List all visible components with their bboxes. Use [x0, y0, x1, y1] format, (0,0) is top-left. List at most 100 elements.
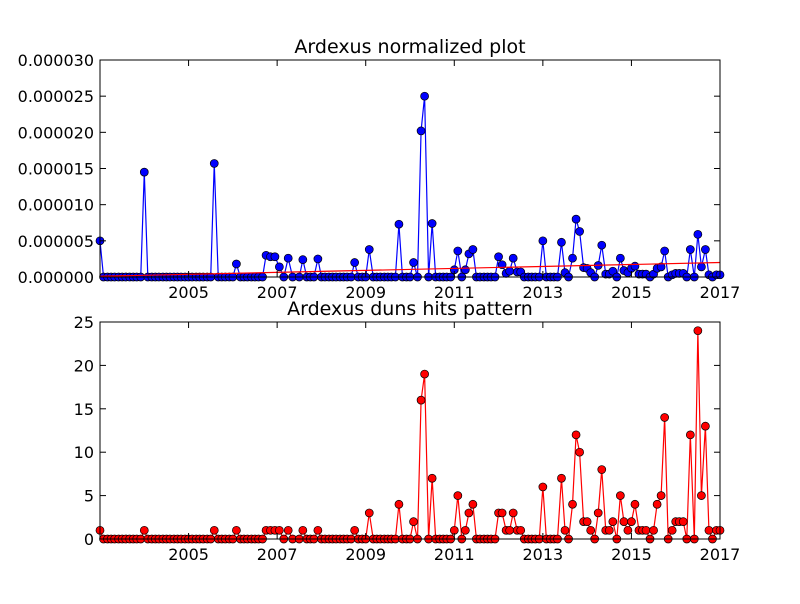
chart-1-series-1-point-140 [616, 253, 625, 263]
chart-1-y-tick-label-2: 0.000005 [18, 232, 94, 251]
chart-1-series-1-point-54 [298, 255, 308, 264]
chart-2-series-1-point-142 [623, 525, 633, 535]
chart-1-series-1-point-124 [557, 237, 566, 247]
chart-2-series-1-point-111 [508, 508, 518, 518]
chart-2-frame [99, 321, 721, 540]
chart-1-series-1-point-51 [283, 253, 293, 263]
chart-2-series-1-point-144 [630, 499, 640, 509]
chart-1-series-1-point-152 [660, 246, 669, 256]
chart-2-series-1-point-89 [427, 473, 437, 483]
chart-1-y-tick-label-6: 0.000025 [18, 87, 94, 106]
chart-1-series-1-point-159 [685, 245, 695, 254]
chart-1-x-tick-label-7: 2017 [700, 283, 741, 302]
chart-1-series-1-point-108 [497, 260, 507, 270]
chart-2-series-1-point-96 [453, 491, 463, 500]
chart-2-series-1-point-147 [641, 525, 651, 535]
chart-2-series-1-point-137 [604, 525, 614, 535]
chart-2-x-tick-label-6: 2015 [611, 545, 652, 564]
chart-1-y-tick-label-5: 0.000020 [18, 123, 94, 142]
chart-1-series-1-point-129 [575, 227, 584, 236]
chart-2-y-tick-label-2: 5 [84, 487, 94, 506]
chart-2-x-tick-label-2: 2007 [257, 545, 298, 564]
chart-2-y-tick-label-5: 20 [74, 356, 94, 375]
chart-2-series-1-point-163 [701, 421, 710, 431]
chart-2-series-1-point-86 [416, 395, 426, 405]
chart-1-series-1-point-49 [275, 262, 284, 272]
chart-1-series-1-point-80 [394, 219, 404, 229]
chart-1-x-tick-label-1: 2005 [168, 283, 209, 302]
chart-2-series-1-point-129 [575, 447, 584, 457]
chart-1-series-1-point-162 [697, 262, 706, 272]
chart-2-series-1-point-154 [667, 525, 677, 535]
chart-2-series-1-point-13 [139, 525, 149, 535]
chart-2-series-1-point-125 [560, 525, 570, 535]
chart-1-y-tick-label-4: 0.000015 [18, 160, 94, 179]
chart-1-series-1-point-128 [571, 214, 581, 224]
chart-2-series-1-point-151 [656, 491, 666, 500]
chart-1-series-1-point-151 [656, 262, 666, 272]
chart-2-series-1-point-54 [298, 525, 308, 535]
chart-2-series-1-point-72 [364, 508, 374, 518]
chart-2-y-tick-label-6: 25 [74, 313, 94, 332]
chart-2-series-1-point-132 [586, 525, 596, 535]
chart-2-series-1-point-80 [394, 499, 404, 509]
chart-2-series-1-point-100 [468, 499, 478, 509]
chart-2-series-1-point-124 [557, 473, 566, 483]
chart-2-series-1-point-140 [616, 491, 625, 500]
chart-2-series-1-point-99 [464, 508, 474, 518]
chart-1-series-1-point-48 [270, 252, 280, 262]
chart-2-series-1-point-84 [409, 517, 418, 526]
chart-1-x-tick-label-6: 2015 [611, 283, 652, 302]
chart-1-series-1-point-89 [427, 219, 437, 228]
chart-1-x-tick-label-5: 2013 [522, 283, 563, 302]
chart-1-x-tick-label-3: 2009 [345, 283, 386, 302]
chart-2-series-1-point-135 [597, 465, 607, 474]
chart-2-y-tick-label-3: 10 [74, 443, 94, 462]
chart-1-series-1-point-84 [409, 258, 418, 267]
chart-2-series-1-point-49 [275, 525, 284, 535]
chart-1-axes: 2005 2007 2009 2011 2013 2015 2017 0.000000 0.00… [18, 36, 741, 302]
chart-2-x-tick-label-4: 2011 [434, 545, 475, 564]
chart-1-series-2-line [99, 261, 721, 277]
chart-2-series-1-point-141 [619, 517, 629, 526]
chart-2-series-1-point-87 [420, 369, 429, 379]
chart-2-series-1-point-161 [693, 326, 703, 336]
chart-1-series-1-point-68 [350, 258, 359, 267]
chart-1-x-tick-label-2: 2007 [257, 283, 298, 302]
chart-2-series-1-point-128 [571, 430, 581, 440]
chart-1-series-1-point-107 [494, 252, 503, 262]
chart-2-series-1-point-157 [678, 517, 688, 526]
chart-1-series-1-point-96 [453, 246, 463, 256]
chart-1-series-1-point-32 [209, 159, 219, 168]
chart-2-series-1-point-131 [582, 517, 592, 526]
chart-1-series-1-point-144 [630, 261, 640, 271]
chart-2-series-1-point-51 [283, 525, 293, 535]
chart-2-series-1-point-134 [593, 508, 603, 518]
chart-2-series-1-point-68 [350, 525, 359, 535]
chart-2-x-tick-label-1: 2005 [168, 545, 209, 564]
chart-1-y-tick-label-3: 0.000010 [18, 196, 94, 215]
chart-1-y-tick-label-7: 0.000030 [18, 51, 94, 70]
chart-1-series-1-point-110 [505, 266, 514, 276]
chart-1-title: Ardexus normalized plot [294, 36, 525, 58]
chart-2-series-1-point-143 [627, 517, 636, 526]
chart-2-series-1-point-150 [652, 499, 662, 509]
chart-2-axes: 2005 2007 2009 2011 2013 2015 2017 0 5 10 15 20 25 Ar… [74, 298, 741, 564]
chart-1-series-1-point-86 [416, 126, 426, 136]
chart-2-x-tick-label-7: 2017 [700, 545, 741, 564]
chart-1-y-tick-label-1: 0.000000 [18, 268, 94, 287]
chart-2-series-1-point-32 [209, 525, 219, 535]
chart-2-title: Ardexus duns hits pattern [287, 298, 533, 320]
chart-1-series-1-point-58 [313, 254, 323, 264]
chart-1-x-tick-label-4: 2011 [434, 283, 475, 302]
chart-1-series-1-point-87 [420, 91, 429, 101]
chart-1-series-1-point-100 [468, 245, 478, 254]
chart-1-series-1-point-161 [693, 229, 703, 239]
chart-1-series-1-point-119 [538, 236, 548, 246]
chart-1-series-1-point-98 [461, 265, 470, 275]
chart-2-y-tick-label-4: 15 [74, 400, 94, 419]
chart-2-y-tick-label-1: 0 [84, 530, 94, 549]
chart-1-series-1-point-38 [232, 259, 241, 269]
chart-2-x-tick-label-3: 2009 [345, 545, 386, 564]
